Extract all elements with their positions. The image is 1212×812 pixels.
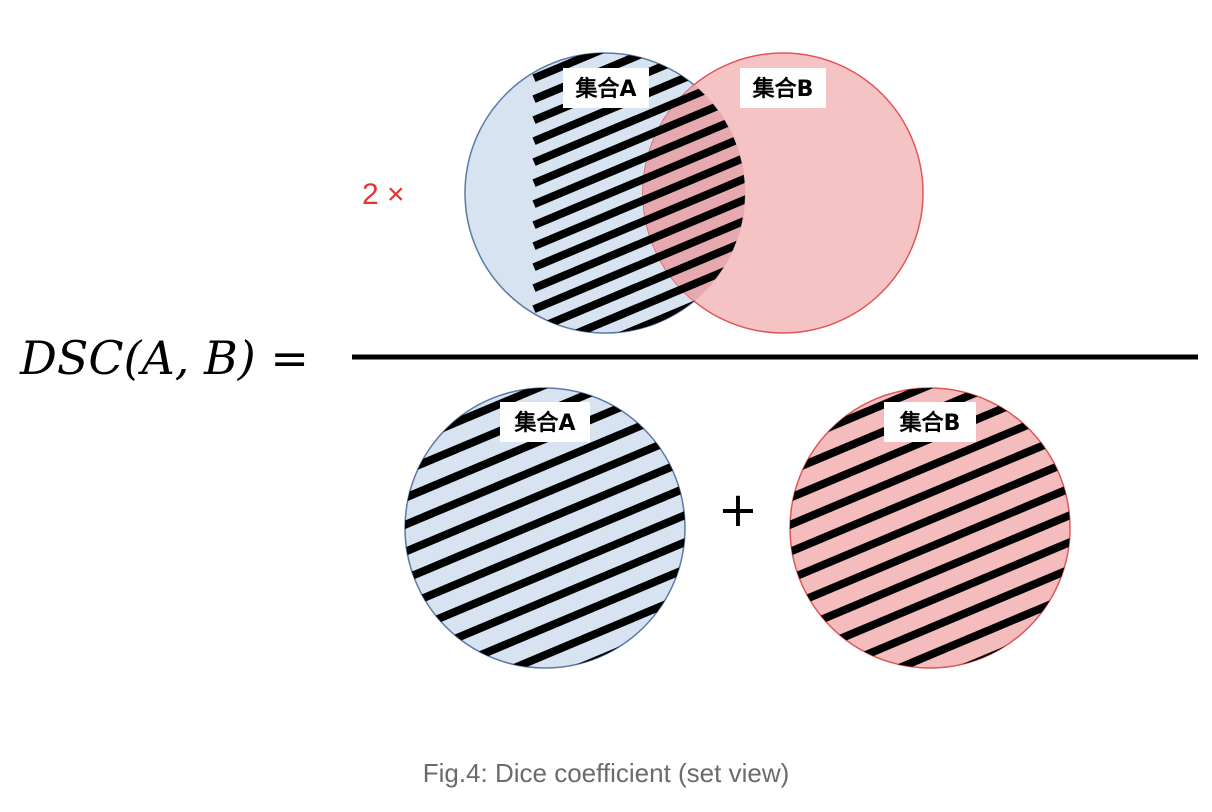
hatch-stripe bbox=[405, 422, 685, 564]
hatch-stripe bbox=[532, 53, 745, 82]
hatch-stripe bbox=[532, 213, 745, 333]
hatch-stripe bbox=[790, 557, 1070, 668]
set-b-label: 集合B bbox=[752, 76, 814, 102]
denominator-set-a: 集合A bbox=[404, 387, 686, 669]
hatch-stripe bbox=[405, 557, 685, 668]
hatch-stripe bbox=[532, 108, 745, 250]
hatch-stripe bbox=[532, 66, 745, 208]
set-a-label: 集合A bbox=[574, 76, 636, 102]
hatch-stripe bbox=[532, 129, 745, 271]
set-a-label-box: 集合A bbox=[563, 68, 649, 108]
hatch-stripe bbox=[790, 422, 1070, 564]
hatch-stripe bbox=[790, 476, 1070, 618]
formula-lhs: DSC(A, B) = bbox=[19, 331, 309, 385]
intersection-hatch bbox=[532, 0, 854, 333]
figure-caption: Fig.4: Dice coefficient (set view) bbox=[422, 758, 790, 788]
hatch-stripe bbox=[532, 192, 745, 333]
hatch-stripe bbox=[534, 0, 854, 36]
set-b-label-bottom: 集合B bbox=[899, 410, 961, 436]
factor-two-times: 2 × bbox=[362, 178, 405, 211]
set-b-label-box: 集合B bbox=[740, 68, 826, 108]
hatch-stripe bbox=[790, 584, 1070, 668]
hatch-stripe bbox=[405, 476, 685, 618]
hatch-stripe bbox=[532, 53, 745, 61]
hatch-stripe bbox=[532, 87, 745, 229]
hatch-stripe bbox=[405, 584, 685, 668]
hatch-stripe bbox=[532, 53, 745, 187]
hatch-stripe bbox=[405, 449, 685, 591]
intersection-region bbox=[532, 0, 854, 333]
hatch-stripe bbox=[532, 171, 745, 313]
hatch-stripe bbox=[790, 449, 1070, 591]
set-a-label-bottom: 集合A bbox=[513, 410, 575, 436]
hatch-stripe bbox=[532, 53, 745, 166]
hatch-stripe bbox=[532, 150, 745, 292]
plus-sign: + bbox=[718, 482, 758, 538]
numerator-venn-diagram: 集合A 集合B bbox=[464, 0, 924, 334]
